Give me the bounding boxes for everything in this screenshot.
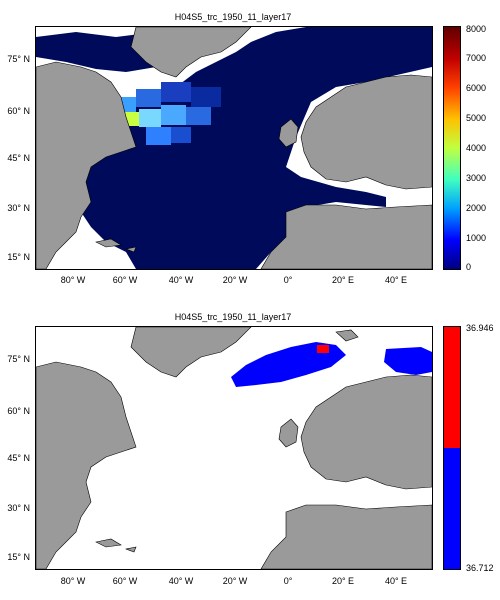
lon-label: 0° [283, 275, 293, 285]
lat-label: 15° N [7, 252, 30, 262]
land-africa [260, 204, 432, 269]
land-north-america [36, 61, 137, 269]
land-caribbean [95, 538, 137, 553]
lat-label: 30° N [7, 503, 30, 513]
land-britain [278, 418, 299, 448]
colorbar-tick: 0 [466, 262, 472, 272]
lon-label: 40° W [168, 576, 194, 586]
land-europe [300, 374, 432, 490]
colorbar-tick: 4000 [466, 143, 487, 153]
lat-label: 30° N [7, 203, 30, 213]
class-region-low [231, 342, 346, 387]
land-caribbean [95, 238, 137, 253]
land-africa [260, 504, 432, 569]
map-canvas [35, 26, 433, 270]
lat-label: 75° N [7, 354, 30, 364]
map-svg [36, 27, 432, 269]
lon-label: 0° [283, 576, 293, 586]
map-title: H04S5_trc_1950_11_layer17 [174, 12, 292, 22]
lon-label: 60° W [112, 576, 138, 586]
lon-label: 20° W [222, 275, 248, 285]
lat-label: 15° N [7, 552, 30, 562]
lat-label: 60° N [7, 106, 30, 116]
lon-label: 40° W [168, 275, 194, 285]
land-north-america [36, 361, 137, 569]
map-canvas [35, 326, 433, 570]
tracer-field [76, 27, 432, 269]
colorbar-tick: 7000 [466, 53, 487, 63]
colorbar [443, 326, 461, 570]
lon-label: 80° W [60, 576, 86, 586]
land-greenland [130, 327, 252, 378]
map-svg [36, 327, 432, 569]
class-region-low-east [384, 347, 432, 375]
colorbar-tick: 3000 [466, 173, 487, 183]
lon-label: 20° E [331, 275, 355, 285]
lon-label: 20° E [331, 576, 355, 586]
land-europe [300, 74, 432, 190]
lon-label: 40° E [384, 576, 408, 586]
colorbar-tick: 5000 [466, 113, 487, 123]
colorbar-tick: 1000 [466, 233, 487, 243]
colorbar-tick: 6000 [466, 83, 487, 93]
colorbar-tick: 36.946 [466, 323, 494, 333]
map-title: H04S5_trc_1950_11_layer17 [174, 312, 292, 322]
land-svalbard [335, 329, 359, 342]
lat-label: 45° N [7, 453, 30, 463]
lat-label: 60° N [7, 406, 30, 416]
colorbar-tick: 36.712 [466, 563, 494, 573]
class-region-high [317, 345, 329, 353]
lon-label: 80° W [60, 275, 86, 285]
lat-label: 75° N [7, 54, 30, 64]
colorbar-tick: 8000 [466, 24, 487, 34]
land-britain [278, 118, 299, 148]
lon-label: 60° W [112, 275, 138, 285]
tracer-hotspot [116, 82, 221, 145]
colorbar [443, 26, 461, 270]
land-greenland [130, 27, 252, 78]
lon-label: 20° W [222, 576, 248, 586]
lon-label: 40° E [384, 275, 408, 285]
lat-label: 45° N [7, 153, 30, 163]
colorbar-tick: 2000 [466, 203, 487, 213]
